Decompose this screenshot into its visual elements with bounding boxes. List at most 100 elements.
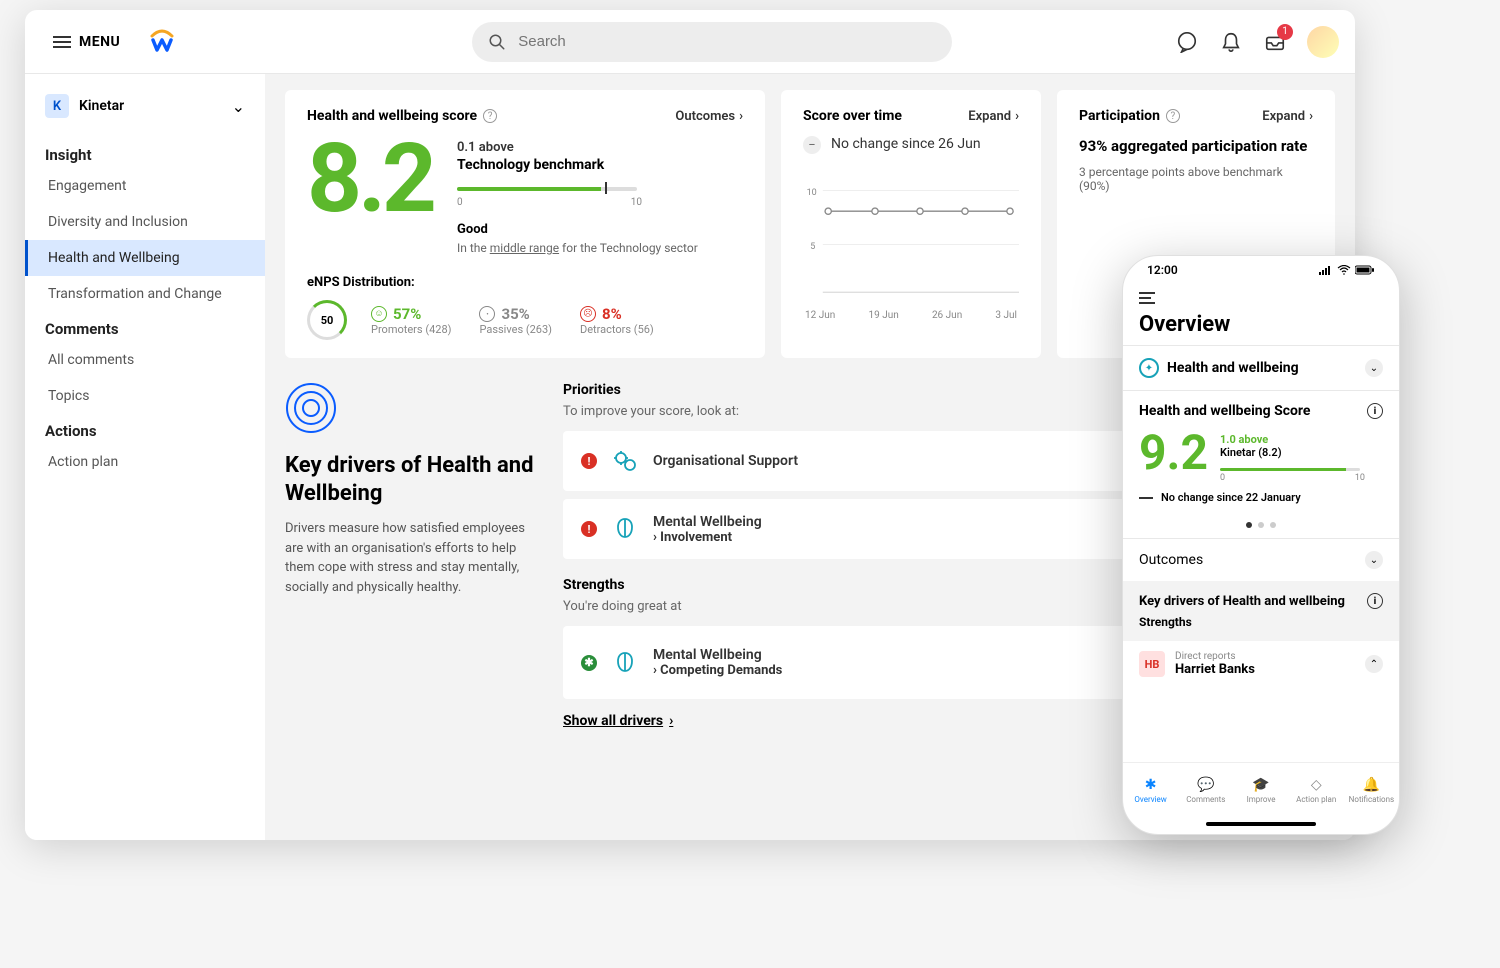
phone-pager-dots: [1123, 512, 1399, 538]
nav-section-title: Actions: [25, 414, 265, 444]
phone-tabbar: ✱Overview💬Comments🎓Improve◇Action plan🔔N…: [1123, 762, 1399, 818]
sidebar: K Kinetar ⌄ InsightEngagementDiversity a…: [25, 74, 265, 840]
quality-desc: In the middle range for the Technology s…: [457, 241, 743, 255]
nav-item-transformation-and-change[interactable]: Transformation and Change: [25, 276, 265, 312]
phone-user-row[interactable]: HB Direct reports Harriet Banks ⌃: [1123, 641, 1399, 687]
phone-page-title: Overview: [1139, 312, 1383, 337]
chat-icon[interactable]: [1175, 30, 1199, 54]
svg-text:5: 5: [810, 242, 815, 252]
chevron-down-icon: ⌄: [232, 97, 245, 116]
phone-tab-action-plan[interactable]: ◇Action plan: [1289, 763, 1344, 818]
phone-status-icons: [1319, 265, 1375, 275]
search-icon: [488, 33, 506, 51]
org-selector[interactable]: K Kinetar ⌄: [25, 94, 265, 138]
trend-badge-icon: −: [803, 136, 821, 154]
nav-item-health-and-wellbeing[interactable]: Health and Wellbeing: [25, 240, 265, 276]
driver-icon: [611, 649, 639, 677]
enps-item: ･35%Passives (263): [479, 305, 552, 336]
drivers-desc: Drivers measure how satisfied employees …: [285, 519, 535, 597]
chevron-down-icon: ⌄: [1365, 551, 1383, 569]
topbar: MENU 1: [25, 10, 1355, 74]
nav-item-engagement[interactable]: Engagement: [25, 168, 265, 204]
svg-text:10: 10: [807, 188, 817, 198]
info-icon[interactable]: i: [1367, 403, 1383, 419]
org-badge: K: [45, 94, 69, 118]
outcomes-link[interactable]: Outcomes ›: [675, 109, 743, 124]
phone-tab-comments[interactable]: 💬Comments: [1178, 763, 1233, 818]
driver-icon: [611, 447, 639, 475]
tab-icon: 🔔: [1363, 777, 1380, 793]
phone-score-value: 9.2: [1139, 429, 1208, 477]
enps-item: ☹8%Detractors (56): [580, 305, 654, 336]
face-icon: ☹: [580, 306, 596, 322]
score-card: Health and wellbeing score ? Outcomes › …: [285, 90, 765, 358]
tab-icon: ◇: [1311, 777, 1322, 793]
enps-item: ☺57%Promoters (428): [371, 305, 451, 336]
inbox-badge: 1: [1277, 24, 1293, 40]
phone-nochange: No change since 22 January: [1123, 483, 1399, 512]
expand-participation[interactable]: Expand ›: [1262, 109, 1313, 124]
driver-icon: [611, 515, 639, 543]
workday-logo[interactable]: [148, 28, 176, 56]
phone-drivers-title: Key drivers of Health and wellbeing: [1139, 594, 1345, 609]
inbox-icon[interactable]: 1: [1263, 30, 1287, 54]
score-delta: 0.1 above: [457, 140, 743, 155]
health-icon: ✦: [1139, 358, 1159, 378]
help-icon[interactable]: ?: [1166, 109, 1180, 123]
enps-row: 50 ☺57%Promoters (428)･35%Passives (263)…: [307, 300, 743, 340]
face-icon: ☺: [371, 306, 387, 322]
score-scale-bar: [457, 183, 743, 193]
nav-section-title: Insight: [25, 138, 265, 168]
nav-item-all-comments[interactable]: All comments: [25, 342, 265, 378]
participation-headline: 93% aggregated participation rate: [1079, 136, 1313, 157]
info-icon[interactable]: i: [1367, 593, 1383, 609]
phone-tab-improve[interactable]: 🎓Improve: [1233, 763, 1288, 818]
alert-icon: !: [581, 453, 597, 469]
tab-icon: 💬: [1197, 777, 1214, 793]
expand-trend[interactable]: Expand ›: [968, 109, 1019, 124]
trend-change-text: No change since 26 Jun: [831, 136, 981, 152]
drivers-heading: Key drivers of Health and Wellbeing: [285, 452, 535, 507]
score-benchmark: Technology benchmark: [457, 157, 743, 173]
face-icon: ･: [479, 306, 495, 322]
phone-category-row[interactable]: ✦ Health and wellbeing ⌄: [1123, 345, 1399, 390]
score-value: 8.2: [307, 136, 433, 255]
search-box[interactable]: [472, 22, 952, 62]
phone-home-indicator: [1206, 822, 1316, 826]
tab-icon: 🎓: [1252, 777, 1269, 793]
phone-menu-icon[interactable]: [1139, 292, 1383, 304]
search-input[interactable]: [518, 33, 936, 50]
phone-mockup: 12:00 Overview ✦ Health and wellbeing ⌄ …: [1122, 255, 1400, 835]
trend-card: Score over time Expand › − No change sin…: [781, 90, 1041, 358]
user-avatar[interactable]: [1307, 26, 1339, 58]
nav-item-topics[interactable]: Topics: [25, 378, 265, 414]
user-badge: HB: [1139, 651, 1165, 677]
trend-chart: 10 5: [803, 170, 1019, 310]
menu-button[interactable]: MENU: [41, 26, 132, 58]
target-icon: [285, 382, 337, 434]
nav-section-title: Comments: [25, 312, 265, 342]
phone-tab-overview[interactable]: ✱Overview: [1123, 763, 1178, 818]
score-card-title: Health and wellbeing score: [307, 108, 477, 124]
menu-label: MENU: [79, 34, 120, 50]
nav-item-diversity-and-inclusion[interactable]: Diversity and Inclusion: [25, 204, 265, 240]
check-icon: ✱: [581, 655, 597, 671]
quality-label: Good: [457, 222, 743, 237]
hamburger-icon: [53, 36, 71, 48]
phone-strengths-label: Strengths: [1139, 615, 1383, 629]
enps-title: eNPS Distribution:: [307, 275, 743, 290]
nav-item-action-plan[interactable]: Action plan: [25, 444, 265, 480]
bell-icon[interactable]: [1219, 30, 1243, 54]
phone-score-title: Health and wellbeing Score: [1139, 403, 1311, 419]
alert-icon: !: [581, 521, 597, 537]
org-name: Kinetar: [79, 98, 124, 114]
topbar-actions: 1: [1175, 26, 1339, 58]
chevron-up-icon: ⌃: [1365, 655, 1383, 673]
phone-outcomes-row[interactable]: Outcomes ⌄: [1123, 538, 1399, 581]
tab-icon: ✱: [1145, 777, 1157, 793]
chevron-down-icon: ⌄: [1365, 359, 1383, 377]
phone-tab-notifications[interactable]: 🔔Notifications: [1344, 763, 1399, 818]
phone-statusbar: 12:00: [1123, 256, 1399, 284]
help-icon[interactable]: ?: [483, 109, 497, 123]
participation-desc: 3 percentage points above benchmark (90%…: [1079, 165, 1313, 193]
